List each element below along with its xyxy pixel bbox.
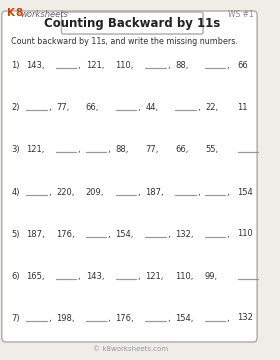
Text: 143,: 143,: [26, 60, 45, 69]
Text: ,: ,: [167, 230, 170, 239]
Text: 187,: 187,: [26, 230, 45, 239]
Text: ,: ,: [48, 188, 51, 197]
Text: © k8worksheets.com: © k8worksheets.com: [93, 346, 168, 352]
Text: 132: 132: [237, 314, 253, 323]
Text: ,: ,: [78, 60, 80, 69]
Text: 3): 3): [11, 144, 20, 153]
Text: worksheets: worksheets: [20, 10, 68, 19]
Text: 121,: 121,: [86, 60, 104, 69]
Text: 55,: 55,: [205, 144, 218, 153]
Text: 132,: 132,: [175, 230, 194, 239]
Text: 66,: 66,: [86, 103, 99, 112]
Text: 220,: 220,: [56, 188, 74, 197]
FancyBboxPatch shape: [2, 11, 257, 342]
Text: 8: 8: [15, 8, 22, 18]
Text: ,: ,: [137, 103, 140, 112]
Text: K: K: [8, 8, 15, 18]
Text: 11: 11: [237, 103, 248, 112]
Text: Count backward by 11s, and write the missing numbers.: Count backward by 11s, and write the mis…: [11, 37, 238, 46]
Text: ,: ,: [227, 60, 229, 69]
Text: 176,: 176,: [56, 230, 74, 239]
Text: 6): 6): [11, 271, 20, 280]
Text: 99,: 99,: [205, 271, 218, 280]
Text: ,: ,: [78, 271, 80, 280]
Text: 88,: 88,: [116, 144, 129, 153]
Text: ,: ,: [108, 230, 110, 239]
Text: 110,: 110,: [116, 60, 134, 69]
Text: 143,: 143,: [86, 271, 104, 280]
Text: ,: ,: [108, 314, 110, 323]
Text: 110: 110: [237, 230, 253, 239]
Text: 121,: 121,: [145, 271, 164, 280]
Text: ,: ,: [167, 314, 170, 323]
Text: 165,: 165,: [26, 271, 45, 280]
Text: ,: ,: [48, 314, 51, 323]
FancyBboxPatch shape: [62, 12, 203, 34]
Text: 154: 154: [237, 188, 253, 197]
Text: 198,: 198,: [56, 314, 74, 323]
Text: 154,: 154,: [175, 314, 193, 323]
Text: ,: ,: [78, 144, 80, 153]
Text: WS #1: WS #1: [228, 10, 253, 19]
Text: 176,: 176,: [116, 314, 134, 323]
Text: 88,: 88,: [175, 60, 188, 69]
Text: 77,: 77,: [56, 103, 69, 112]
Text: 1): 1): [11, 60, 20, 69]
Text: ,: ,: [137, 188, 140, 197]
Text: 154,: 154,: [116, 230, 134, 239]
Text: ,: ,: [227, 188, 229, 197]
Text: ,: ,: [137, 271, 140, 280]
Text: 77,: 77,: [145, 144, 159, 153]
Text: 44,: 44,: [145, 103, 158, 112]
Text: ,: ,: [197, 103, 200, 112]
Text: 22,: 22,: [205, 103, 218, 112]
Text: ,: ,: [167, 60, 170, 69]
Text: 66: 66: [237, 60, 248, 69]
Text: 187,: 187,: [145, 188, 164, 197]
Text: 4): 4): [11, 188, 20, 197]
Text: Counting Backward by 11s: Counting Backward by 11s: [44, 17, 220, 30]
Text: 7): 7): [11, 314, 20, 323]
Text: 110,: 110,: [175, 271, 193, 280]
Text: 121,: 121,: [26, 144, 45, 153]
Text: ,: ,: [108, 144, 110, 153]
Text: ,: ,: [227, 314, 229, 323]
Text: 2): 2): [11, 103, 20, 112]
Text: 66,: 66,: [175, 144, 188, 153]
Text: 209,: 209,: [86, 188, 104, 197]
Text: ,: ,: [227, 230, 229, 239]
Text: 5): 5): [11, 230, 20, 239]
Text: ,: ,: [48, 103, 51, 112]
Text: ,: ,: [197, 188, 200, 197]
